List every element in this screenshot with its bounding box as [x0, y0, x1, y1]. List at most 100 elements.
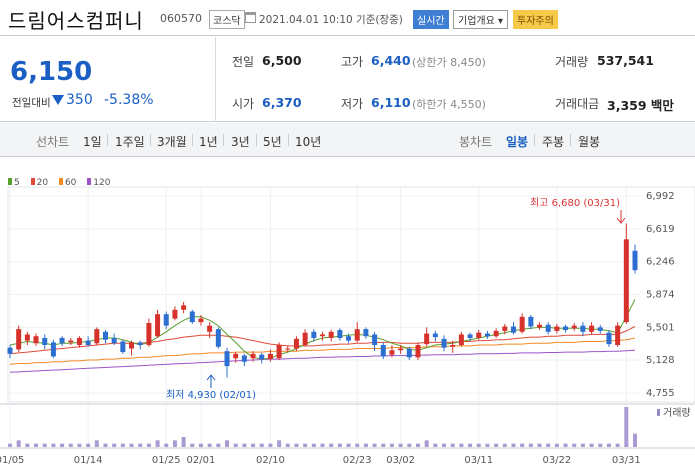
period-5y[interactable]: 5년	[263, 135, 282, 149]
candle	[337, 330, 343, 338]
candle-weekly[interactable]: 주봉	[542, 135, 565, 149]
candle	[615, 325, 621, 346]
volume-value: 537,541	[597, 53, 654, 68]
low-arrow-icon	[206, 374, 216, 381]
amount-value: 3,359 백만	[607, 98, 674, 113]
volume-bar	[198, 443, 203, 447]
candle	[415, 345, 421, 358]
divider	[288, 134, 289, 146]
candle	[528, 316, 534, 327]
legend-item-ma5: 5	[8, 178, 20, 188]
candle	[589, 325, 595, 332]
x-tick-label: 01/14	[74, 455, 103, 466]
realtime-button[interactable]: 실시간	[413, 10, 449, 29]
candle	[285, 348, 291, 350]
timestamp: 2021.04.01 10:10 기준(장중)	[259, 14, 403, 26]
volume-bar	[485, 443, 490, 447]
candle	[597, 327, 603, 331]
candle	[554, 326, 560, 331]
volume-bar	[363, 443, 368, 447]
lower-limit: (하한가 4,550)	[412, 98, 486, 111]
line-chart-label[interactable]: 선차트	[36, 135, 70, 149]
candle	[623, 239, 629, 323]
volume-bar	[207, 443, 212, 447]
candle	[129, 342, 135, 349]
company-name: 드림어스컴퍼니	[8, 9, 144, 33]
volume-bar	[398, 443, 403, 447]
x-tick-label: 01/05	[0, 455, 24, 466]
candle	[328, 331, 334, 338]
company-info-dropdown[interactable]: 기업개요 ▾	[453, 10, 508, 29]
candle	[50, 342, 56, 357]
volume-bar	[233, 443, 238, 447]
volume-bar	[546, 443, 551, 447]
period-3m[interactable]: 3개월	[157, 135, 187, 149]
volume-bar	[190, 443, 195, 447]
volume-bar	[320, 443, 325, 447]
volume-bar	[424, 440, 429, 447]
volume-bar	[225, 440, 230, 447]
divider	[150, 134, 151, 146]
volume-bar	[624, 407, 629, 447]
period-1d[interactable]: 1일	[83, 135, 102, 149]
volume-bar	[311, 443, 316, 447]
candle	[250, 353, 256, 359]
candle	[137, 342, 143, 346]
candle	[467, 334, 473, 338]
divider	[215, 37, 216, 122]
legend-item-ma60: 60	[58, 178, 76, 188]
x-tick-label: 03/31	[612, 455, 641, 466]
down-triangle-icon	[52, 95, 64, 105]
candle	[406, 348, 412, 358]
volume-bar	[355, 443, 360, 447]
volume-legend-swatch	[657, 409, 660, 416]
candle	[207, 325, 213, 332]
legend-item-ma120: 120	[87, 178, 110, 188]
candle	[198, 318, 204, 323]
period-3y[interactable]: 3년	[231, 135, 250, 149]
low-value: 6,110	[371, 95, 411, 110]
divider	[534, 134, 535, 146]
volume-bar	[251, 443, 256, 447]
y-tick-label: 5,501	[646, 322, 675, 333]
volume-bar	[129, 443, 134, 447]
prev-close-value: 6,500	[262, 53, 302, 68]
high-arrow-icon	[616, 217, 626, 224]
volume-bar	[216, 443, 221, 447]
period-1y[interactable]: 1년	[199, 135, 218, 149]
candle	[606, 332, 612, 345]
series-line-ma60	[9, 337, 636, 365]
volume-bar	[346, 443, 351, 447]
candle	[7, 347, 13, 354]
volume-bar	[303, 443, 308, 447]
candle-chart-label[interactable]: 봉차트	[459, 135, 493, 149]
volume-bar	[502, 443, 507, 447]
volume-bar	[51, 443, 56, 447]
volume-bar	[68, 443, 73, 447]
candle	[545, 324, 551, 332]
volume-bar	[164, 443, 169, 447]
period-1w[interactable]: 1주일	[115, 135, 145, 149]
volume-bar	[580, 443, 585, 447]
y-tick-label: 4,755	[646, 388, 675, 399]
candle	[68, 340, 74, 343]
volume-bar	[468, 443, 473, 447]
volume-bar	[589, 443, 594, 447]
candle	[102, 331, 108, 340]
candle	[441, 338, 447, 348]
volume-bar	[8, 443, 12, 447]
volume-bar	[285, 443, 290, 447]
candle-monthly[interactable]: 월봉	[578, 135, 601, 149]
volume-bar	[16, 440, 21, 447]
candle	[189, 311, 195, 323]
candle	[24, 334, 30, 341]
volume-bar	[103, 443, 108, 447]
period-10y[interactable]: 10년	[295, 135, 322, 149]
change-amount: 350	[66, 92, 93, 108]
price-chart: 6,992 6,619 6,246 5,874 5,501 5,128 4,755 01/05…	[0, 186, 695, 466]
volume-bar	[181, 437, 186, 447]
calendar-icon	[245, 12, 256, 23]
candle-daily[interactable]: 일봉	[506, 135, 529, 149]
y-tick-label: 6,619	[646, 224, 675, 235]
high-label: 고가	[341, 55, 364, 69]
